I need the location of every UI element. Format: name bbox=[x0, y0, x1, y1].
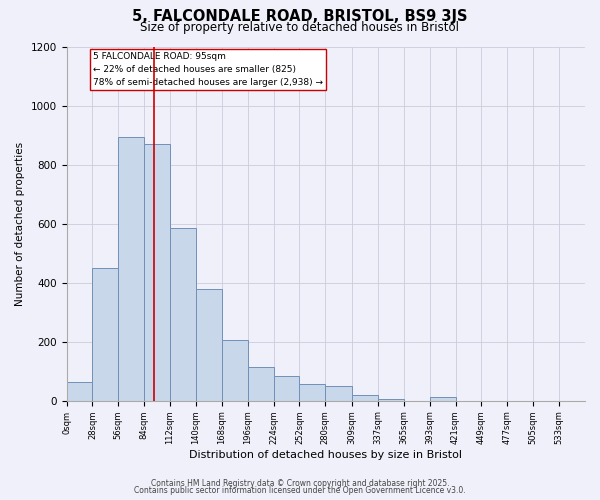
Bar bbox=[118, 136, 144, 400]
Text: 5, FALCONDALE ROAD, BRISTOL, BS9 3JS: 5, FALCONDALE ROAD, BRISTOL, BS9 3JS bbox=[132, 9, 468, 24]
X-axis label: Distribution of detached houses by size in Bristol: Distribution of detached houses by size … bbox=[189, 450, 462, 460]
Bar bbox=[299, 384, 325, 400]
Text: Size of property relative to detached houses in Bristol: Size of property relative to detached ho… bbox=[140, 21, 460, 34]
Bar bbox=[325, 386, 352, 400]
Bar bbox=[274, 376, 299, 400]
Text: Contains public sector information licensed under the Open Government Licence v3: Contains public sector information licen… bbox=[134, 486, 466, 495]
Bar bbox=[92, 268, 118, 400]
Bar bbox=[196, 288, 222, 401]
Text: 5 FALCONDALE ROAD: 95sqm
← 22% of detached houses are smaller (825)
78% of semi-: 5 FALCONDALE ROAD: 95sqm ← 22% of detach… bbox=[94, 52, 323, 87]
Bar bbox=[170, 228, 196, 400]
Text: Contains HM Land Registry data © Crown copyright and database right 2025.: Contains HM Land Registry data © Crown c… bbox=[151, 478, 449, 488]
Bar bbox=[430, 397, 455, 400]
Y-axis label: Number of detached properties: Number of detached properties bbox=[15, 142, 25, 306]
Bar bbox=[248, 367, 274, 400]
Bar bbox=[378, 399, 404, 400]
Bar bbox=[144, 144, 170, 401]
Bar bbox=[222, 340, 248, 400]
Bar bbox=[67, 382, 92, 400]
Bar bbox=[352, 396, 378, 400]
